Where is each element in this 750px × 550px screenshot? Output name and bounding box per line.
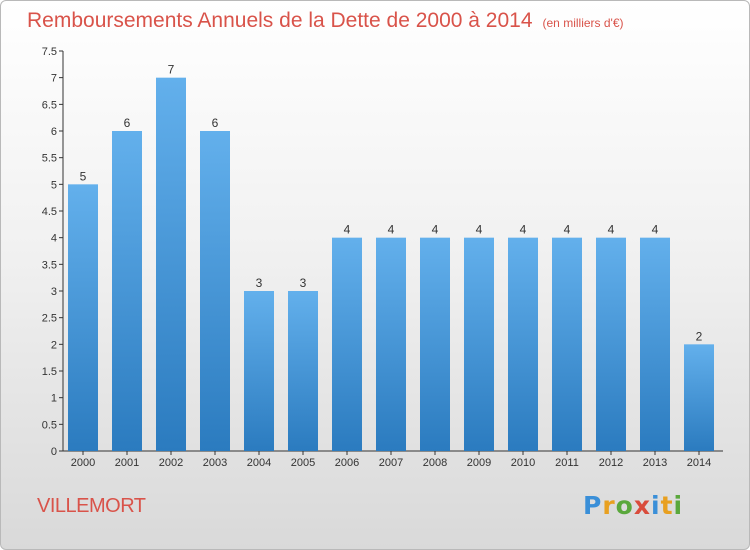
proxiti-logo: Proxiti [583,491,683,520]
data-label-2006: 4 [344,223,351,237]
chart-title: Remboursements Annuels de la Dette de 20… [27,9,533,32]
data-label-2001: 6 [124,116,131,130]
chart-labels: 5 6 7 6 3 3 4 4 4 4 4 4 4 4 2 [80,63,703,344]
y-tick-label: 3 [51,286,57,298]
data-label-2002: 7 [168,63,175,77]
y-tick-label: 4.5 [42,206,57,218]
data-label-2011: 4 [564,223,571,237]
data-label-2009: 4 [476,223,483,237]
x-tick-label-2004: 2004 [247,457,271,469]
logo-letter: o [615,491,634,520]
x-tick-label-2012: 2012 [599,457,623,469]
bar-2014 [684,344,714,451]
x-tick-label-2010: 2010 [511,457,535,469]
x-tick-label-2007: 2007 [379,457,403,469]
x-tick-label-2009: 2009 [467,457,491,469]
y-tick-label: 1.5 [42,366,57,378]
y-tick-label: 5 [51,179,57,191]
x-tick-label-2002: 2002 [159,457,183,469]
bar-2011 [552,237,582,451]
x-tick-label-2005: 2005 [291,457,315,469]
x-tick-label-2000: 2000 [71,457,95,469]
y-tick-label: 7 [51,73,57,85]
y-tick-label: 6.5 [42,99,57,111]
data-label-2005: 3 [300,276,307,290]
y-tick-label: 3.5 [42,259,57,271]
bar-2001 [112,131,142,451]
data-label-2003: 6 [212,116,219,130]
logo-letter: i [651,491,661,520]
data-label-2010: 4 [520,223,527,237]
bar-2006 [332,237,362,451]
y-tick-label: 2 [51,339,57,351]
logo-letter: x [633,491,651,520]
bar-2003 [200,131,230,451]
data-label-2012: 4 [608,223,615,237]
bar-2008 [420,237,450,451]
commune-name: VILLEMORT [37,495,146,517]
logo-letter: P [583,491,603,520]
y-tick-label: 6 [51,126,57,138]
data-label-2000: 5 [80,169,87,183]
y-tick-label: 0.5 [42,419,57,431]
bar-2013 [640,237,670,451]
logo-letter: t [660,491,674,520]
data-label-2014: 2 [696,329,703,343]
bar-2000 [68,184,98,452]
data-label-2013: 4 [652,223,659,237]
y-tick-label: 1 [51,393,57,405]
y-tick-label: 4 [51,233,57,245]
x-tick-label-2006: 2006 [335,457,359,469]
bar-2012 [596,237,626,451]
title-row: Remboursements Annuels de la Dette de 20… [27,9,624,33]
x-tick-label-2001: 2001 [115,457,139,469]
bar-2009 [464,237,494,451]
x-tick-label-2014: 2014 [687,457,711,469]
y-tick-label: 2.5 [42,313,57,325]
bar-2010 [508,237,538,451]
logo-letter: r [602,491,616,520]
bar-2004 [244,291,274,451]
bar-2007 [376,237,406,451]
data-label-2008: 4 [432,223,439,237]
y-tick-label: 0 [51,446,57,458]
data-label-2007: 4 [388,223,395,237]
chart-bars [68,77,714,452]
x-tick-label-2011: 2011 [555,457,579,469]
data-label-2004: 3 [256,276,263,290]
bar-2002 [156,77,186,452]
x-tick-label-2013: 2013 [643,457,667,469]
x-tick-label-2003: 2003 [203,457,227,469]
logo-letter: i [673,491,684,520]
x-tick-label-2008: 2008 [423,457,447,469]
bar-2005 [288,291,318,451]
y-tick-label: 7.5 [42,46,57,58]
y-tick-label: 5.5 [42,153,57,165]
chart-subtitle: (en milliers d'€) [542,16,624,30]
